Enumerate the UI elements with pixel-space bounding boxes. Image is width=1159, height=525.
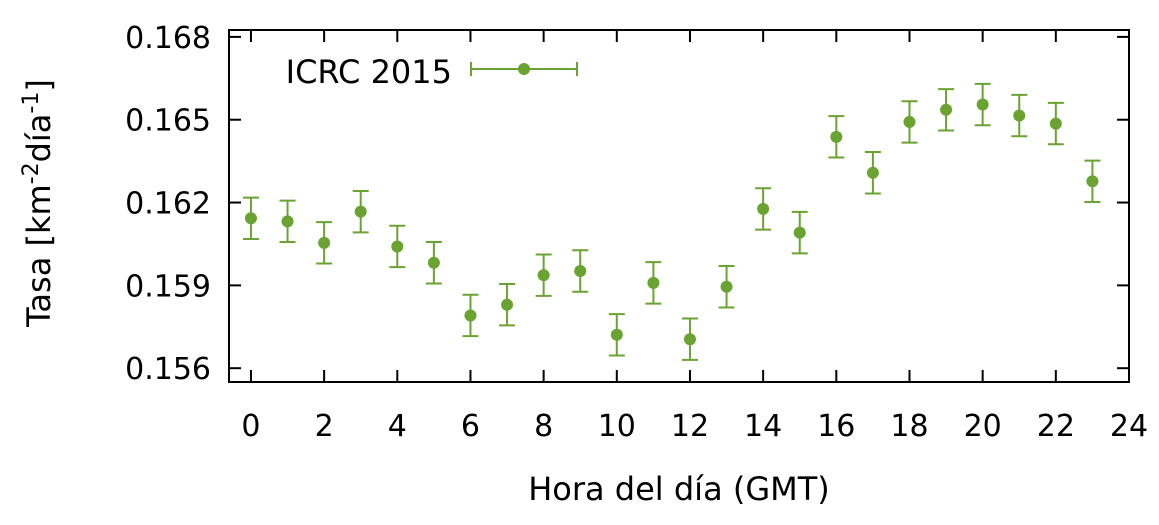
data-marker <box>647 276 660 289</box>
y-axis-label-sup2: -1 <box>19 92 44 114</box>
x-axis-label: Hora del día (GMT) <box>528 470 830 508</box>
data-marker <box>281 215 294 228</box>
data-point <box>718 265 735 309</box>
data-point <box>535 253 552 297</box>
data-marker <box>683 333 696 346</box>
data-marker <box>391 240 404 253</box>
x-tick-label: 22 <box>1037 409 1075 444</box>
data-point <box>938 88 955 132</box>
y-axis-label-sup1: -2 <box>19 162 44 184</box>
data-marker <box>793 226 806 239</box>
data-point <box>901 100 918 144</box>
data-marker <box>1049 117 1062 130</box>
x-tick-label: 18 <box>890 409 928 444</box>
data-marker <box>866 166 879 179</box>
data-marker <box>610 328 623 341</box>
data-marker <box>501 298 514 311</box>
data-point <box>645 261 662 305</box>
data-point <box>828 115 845 159</box>
y-tick-label: 0.165 <box>125 104 211 139</box>
legend-marker <box>518 63 530 75</box>
data-marker <box>720 280 733 293</box>
data-layer <box>242 82 1101 361</box>
x-tick-label: 6 <box>461 409 480 444</box>
data-marker <box>464 309 477 322</box>
y-axis-label-end: ] <box>20 79 58 91</box>
x-tick-label: 2 <box>315 409 334 444</box>
x-tick-label: 8 <box>534 409 553 444</box>
y-tick-label: 0.159 <box>125 269 211 304</box>
data-marker <box>427 256 440 269</box>
data-marker <box>976 98 989 111</box>
data-point <box>791 210 808 255</box>
data-marker <box>1086 175 1099 188</box>
ticks-layer: 0 2 4 6 8 10 12 14 16 18 20 22 240.1560.1590.1620.16… <box>125 21 1148 444</box>
data-point <box>608 313 625 357</box>
plot-frame <box>228 29 1130 383</box>
data-point <box>316 221 333 265</box>
data-point <box>755 187 772 231</box>
data-point <box>1047 101 1064 146</box>
data-point <box>352 189 369 234</box>
data-point <box>572 249 589 293</box>
data-marker <box>903 115 916 128</box>
data-marker <box>830 130 843 143</box>
legend-label: ICRC 2015 <box>286 53 452 91</box>
x-tick-label: 16 <box>817 409 855 444</box>
x-tick-label: 20 <box>964 409 1002 444</box>
x-tick-label: 4 <box>388 409 407 444</box>
data-point <box>1011 93 1028 138</box>
data-point <box>425 241 442 285</box>
data-point <box>864 151 881 195</box>
data-marker <box>354 205 367 218</box>
data-marker <box>757 202 770 215</box>
data-point <box>499 282 516 327</box>
y-axis-label: Tasa [km-2día-1] <box>19 79 59 328</box>
data-marker <box>940 103 953 116</box>
data-point <box>389 224 406 269</box>
data-point <box>974 82 991 127</box>
data-point <box>681 317 698 361</box>
data-point <box>279 199 296 244</box>
data-point <box>242 196 259 240</box>
data-point <box>462 293 479 338</box>
data-marker <box>574 265 587 278</box>
y-tick-label: 0.168 <box>125 21 211 56</box>
y-tick-label: 0.162 <box>125 187 211 222</box>
x-tick-label: 10 <box>598 409 636 444</box>
y-axis-label-base: Tasa [km <box>20 184 58 328</box>
x-tick-label: 14 <box>744 409 782 444</box>
data-marker <box>1013 109 1026 122</box>
y-axis-label-mid: día <box>20 114 58 163</box>
data-marker <box>537 269 550 282</box>
x-tick-label: 0 <box>241 409 260 444</box>
legend: ICRC 2015 <box>286 53 578 91</box>
data-marker <box>244 212 257 225</box>
y-tick-label: 0.156 <box>125 352 211 387</box>
x-tick-label: 12 <box>671 409 709 444</box>
x-tick-label: 24 <box>1110 409 1148 444</box>
data-point <box>1084 159 1101 203</box>
data-marker <box>318 236 331 249</box>
